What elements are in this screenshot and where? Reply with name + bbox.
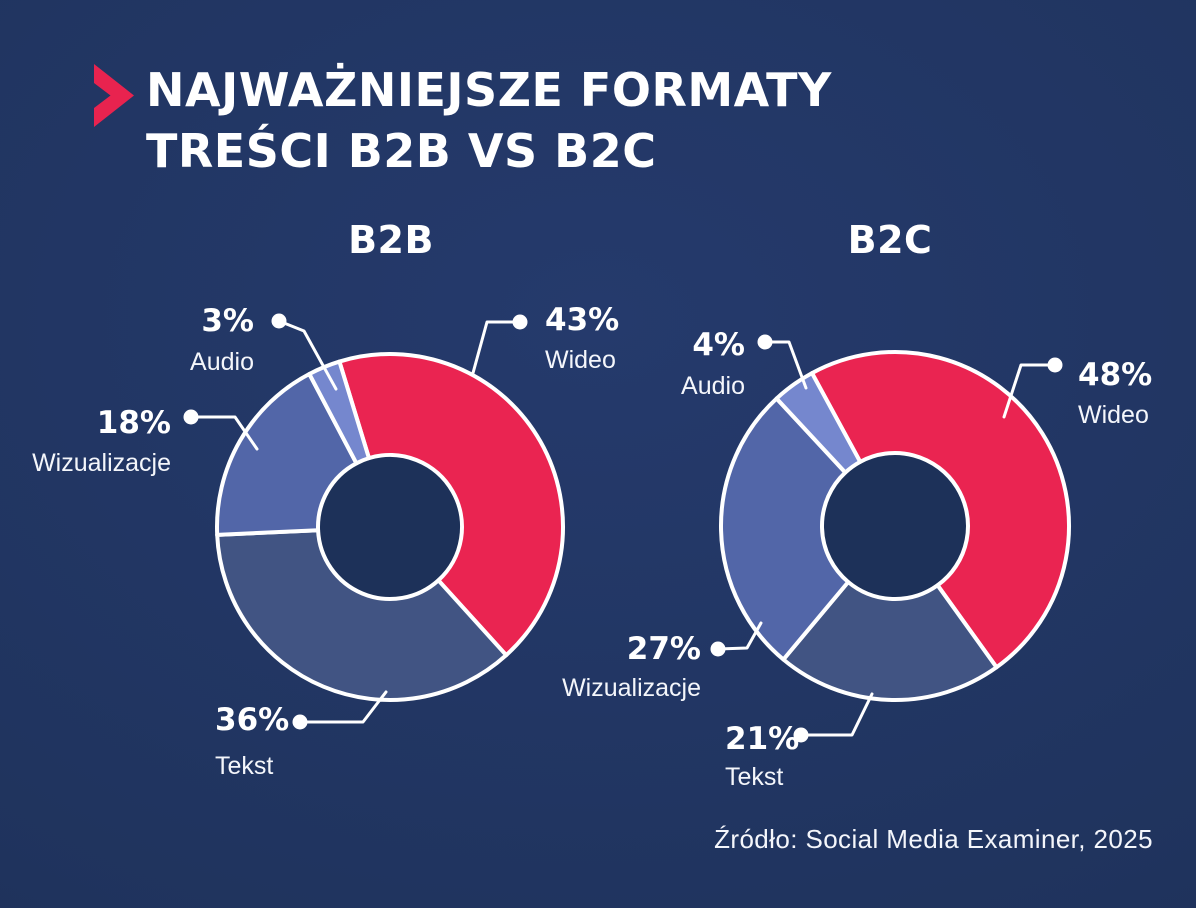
category-label: Wideo [545, 346, 616, 374]
percent-value: 4% [692, 327, 745, 363]
donut-segment-b2c-audio [774, 371, 863, 475]
page-title-line2: TREŚCI B2B VS B2C [146, 124, 657, 178]
category-label: Audio [190, 348, 254, 376]
leader-dot-b2c-wideo [1047, 357, 1063, 373]
donut-segment-b2b-wizualizacje [215, 371, 359, 537]
donut-hole-b2c [820, 451, 970, 601]
percent-value: 48% [1078, 357, 1153, 393]
category-label: Wizualizacje [562, 674, 701, 702]
label-b2c-tekst: 21% Tekst [725, 722, 799, 791]
label-b2c-wideo: 48% Wideo [1078, 358, 1152, 429]
chart-title-b2c: B2C [847, 218, 933, 262]
leader-dot-b2c-tekst [793, 727, 809, 743]
percent-value: 36% [215, 702, 290, 738]
leader-line-b2b-wizualizacje [189, 415, 259, 451]
percent-value: 43% [545, 302, 620, 338]
leader-line-b2b-tekst [298, 690, 388, 724]
leader-dot-b2c-audio [757, 334, 773, 350]
label-b2b-audio: 3% Audio [190, 304, 254, 376]
donut-segment-b2b-audio [307, 359, 371, 466]
label-b2c-audio: 4% Audio [681, 328, 745, 400]
label-b2c-wizualizacje: 27% Wizualizacje [562, 632, 701, 702]
category-label: Wideo [1078, 401, 1149, 429]
label-b2b-wideo: 43% Wideo [545, 303, 619, 374]
leader-line-b2c-wizualizacje [716, 621, 763, 651]
category-label: Tekst [725, 763, 784, 791]
leader-line-b2c-tekst [799, 692, 874, 737]
percent-value: 21% [725, 721, 800, 757]
label-b2b-wizualizacje: 18% Wizualizacje [32, 406, 171, 477]
percent-value: 27% [626, 631, 701, 667]
leader-dot-b2b-wizualizacje [183, 409, 199, 425]
leader-dot-b2b-tekst [292, 714, 308, 730]
label-b2b-tekst: 36% Tekst [215, 703, 289, 780]
category-label: Wizualizacje [32, 449, 171, 477]
leader-line-b2c-wideo [1002, 363, 1057, 419]
category-label: Audio [681, 372, 745, 400]
leader-dot-b2b-wideo [512, 314, 528, 330]
percent-value: 18% [96, 405, 171, 441]
donut-segment-b2b-tekst [215, 528, 509, 702]
donut-segment-b2b-wideo [337, 352, 565, 658]
category-label: Tekst [215, 752, 274, 780]
percent-value: 3% [201, 303, 254, 339]
leader-line-b2b-wideo [471, 320, 522, 375]
source-note: Źródło: Social Media Examiner, 2025 [714, 824, 1153, 854]
donut-hole-b2b [316, 453, 464, 601]
leader-dot-b2b-audio [271, 313, 287, 329]
donut-segment-b2c-wizualizacje [719, 396, 851, 662]
chevron-icon [94, 64, 134, 127]
donut-segment-b2c-tekst [781, 580, 999, 702]
leader-dot-b2c-wizualizacje [710, 641, 726, 657]
page-title-line1: NAJWAŻNIEJSZE FORMATY [146, 63, 832, 117]
leader-line-b2c-audio [763, 340, 808, 390]
page-title: NAJWAŻNIEJSZE FORMATY TREŚCI B2B VS B2C [146, 60, 832, 182]
donut-segment-b2c-wideo [809, 350, 1071, 670]
leader-line-b2b-audio [277, 319, 338, 391]
chart-title-b2b: B2B [348, 218, 434, 262]
